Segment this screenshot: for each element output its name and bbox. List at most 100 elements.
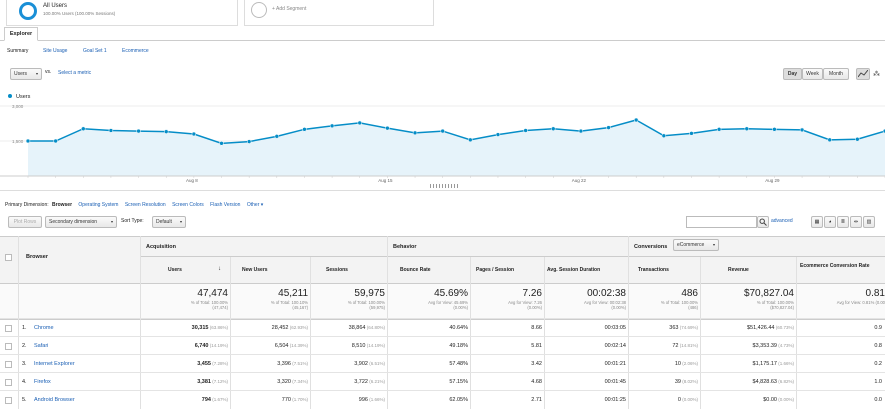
advanced-link[interactable]: advanced (771, 218, 793, 224)
row-number: 1. (22, 325, 27, 331)
total-transactions: 486% of Total: 100.00% (486) (660, 288, 698, 310)
data-point (827, 137, 832, 143)
x-tick-label: Aug 15 (378, 178, 393, 183)
data-point (53, 138, 58, 144)
total-users: 47,474% of Total: 100.00% (47,474) (190, 288, 228, 310)
cell-sessions: 3,902 (6.51%) (354, 361, 385, 367)
cell-new_users: 770 (1.70%) (281, 397, 308, 403)
subnav-goal-set[interactable]: Goal Set 1 (83, 48, 107, 54)
column-new-users[interactable]: New Users (242, 267, 268, 273)
chevron-down-icon: ▾ (179, 219, 182, 224)
pivot-view-button[interactable]: ▥ (863, 216, 875, 228)
row-browser-link[interactable]: Safari (34, 343, 49, 349)
data-point (25, 138, 31, 144)
data-point (744, 126, 750, 131)
grid-icon: ▦ (814, 219, 820, 225)
row-browser-link[interactable]: Chrome (34, 325, 54, 331)
sort-type-label: Sort Type: (121, 218, 144, 224)
row-checkbox[interactable] (5, 361, 12, 368)
subnav-site-usage[interactable]: Site Usage (43, 48, 68, 54)
cell-revenue: $0.00 (0.00%) (763, 397, 794, 403)
cell-revenue: $51,426.44 (60.73%) (746, 325, 794, 331)
dimension-other[interactable]: Other (246, 202, 260, 208)
secondary-dimension-select[interactable]: Secondary dimension ▾ (45, 216, 117, 228)
add-segment-circle-icon (251, 2, 267, 18)
plot-rows-button[interactable]: Plot Rows (8, 216, 42, 228)
data-point (219, 141, 224, 146)
row-browser-link[interactable]: Android Browser (34, 397, 75, 403)
table-row: 3. Internet Explorer 3,455 (7.28%) 3,396 (7… (0, 354, 885, 372)
cell-sessions: 996 (1.66%) (358, 397, 385, 403)
row-checkbox[interactable] (5, 325, 12, 332)
cell-duration: 00:01:25 (604, 397, 626, 403)
row-checkbox[interactable] (5, 343, 12, 350)
row-number: 2. (22, 343, 27, 349)
conversions-select[interactable]: eCommerce ▾ (673, 239, 719, 251)
cell-duration: 00:02:14 (604, 343, 626, 349)
data-point (108, 128, 114, 133)
column-transactions[interactable]: Transactions (638, 267, 669, 273)
segment-title: All Users (43, 3, 68, 9)
dimension-browser[interactable]: Browser (52, 202, 73, 208)
table-view-button[interactable]: ▦ (811, 216, 823, 228)
cell-conv: 0.9 (874, 325, 882, 331)
table-search-input[interactable] (686, 216, 757, 228)
dimension-operating-system[interactable]: Operating System (78, 202, 119, 208)
column-revenue[interactable]: Revenue (728, 267, 749, 273)
dimension-screen-colors[interactable]: Screen Colors (172, 202, 204, 208)
browser-column-header[interactable]: Browser (26, 254, 49, 260)
chevron-down-icon: ▾ (259, 202, 264, 208)
cell-duration: 00:03:05 (604, 325, 626, 331)
data-point (633, 117, 639, 123)
row-browser-link[interactable]: Firefox (34, 379, 51, 385)
column-sessions[interactable]: Sessions (326, 267, 348, 273)
pie-view-button[interactable]: ◕ (824, 216, 836, 228)
column-pages-session[interactable]: Pages / Session (476, 267, 515, 273)
cell-new_users: 28,452 (62.93%) (271, 325, 308, 331)
dimension-flash-version[interactable]: Flash Version (210, 202, 241, 208)
select-all-checkbox[interactable] (5, 254, 12, 261)
line-chart-toggle[interactable] (856, 68, 870, 80)
dimension-screen-resolution[interactable]: Screen Resolution (124, 202, 166, 208)
data-point (329, 123, 335, 129)
row-checkbox[interactable] (5, 379, 12, 386)
performance-view-button[interactable]: ≣ (837, 216, 849, 228)
row-checkbox[interactable] (5, 397, 12, 404)
cell-new_users: 3,396 (7.51%) (277, 361, 308, 367)
comparison-view-button[interactable]: ⇹ (850, 216, 862, 228)
table-row: 2. Safari 6,740 (14.19%) 6,504 (14.39%) 8,51… (0, 336, 885, 354)
y-tick-label: 3,000 (12, 104, 24, 109)
tab-explorer[interactable]: Explorer (4, 27, 38, 41)
table-row: 4. Firefox 3,381 (7.12%) 3,320 (7.34%) 3,722… (0, 372, 885, 390)
resize-handle[interactable] (430, 184, 458, 188)
sort-type-select[interactable]: Default ▾ (152, 216, 186, 228)
table-totals-row (0, 284, 885, 320)
cell-bounce: 40.64% (449, 325, 468, 331)
subnav-ecommerce[interactable]: Ecommerce (122, 48, 149, 54)
column-bounce-rate[interactable]: Bounce Rate (400, 267, 431, 273)
add-segment-label: + Add Segment (272, 6, 307, 12)
data-point (578, 128, 584, 134)
column-ecommerce-conversion-rate[interactable]: Ecommerce Conversion Rate (800, 263, 870, 269)
series-line (28, 119, 885, 145)
segment-all-users[interactable]: All Users 100.00% Users (100.00% Session… (6, 0, 238, 26)
row-browser-link[interactable]: Internet Explorer (34, 361, 75, 367)
cell-bounce: 49.18% (449, 343, 468, 349)
cell-users: 3,381 (7.12%) (197, 379, 228, 385)
period-day-button[interactable]: Day (783, 68, 802, 80)
select-metric-link[interactable]: Select a metric (58, 70, 92, 76)
subnav-summary[interactable]: Summary (7, 48, 29, 54)
sort-arrow-icon: ↓ (218, 266, 221, 272)
search-button[interactable] (757, 216, 769, 228)
data-point (495, 132, 501, 137)
period-week-button[interactable]: Week (802, 68, 823, 80)
column-avg-session-duration[interactable]: Avg. Session Duration (547, 267, 601, 273)
period-month-button[interactable]: Month (823, 68, 849, 80)
primary-dimension-label: Primary Dimension: (5, 202, 49, 208)
pie-icon: ◕ (828, 219, 832, 225)
add-segment-card[interactable]: + Add Segment (244, 0, 434, 26)
metric-select[interactable]: Users ▾ (10, 68, 42, 80)
column-users[interactable]: Users (168, 267, 182, 273)
motion-chart-icon[interactable]: ⁂ (873, 71, 880, 78)
data-point (163, 129, 169, 134)
